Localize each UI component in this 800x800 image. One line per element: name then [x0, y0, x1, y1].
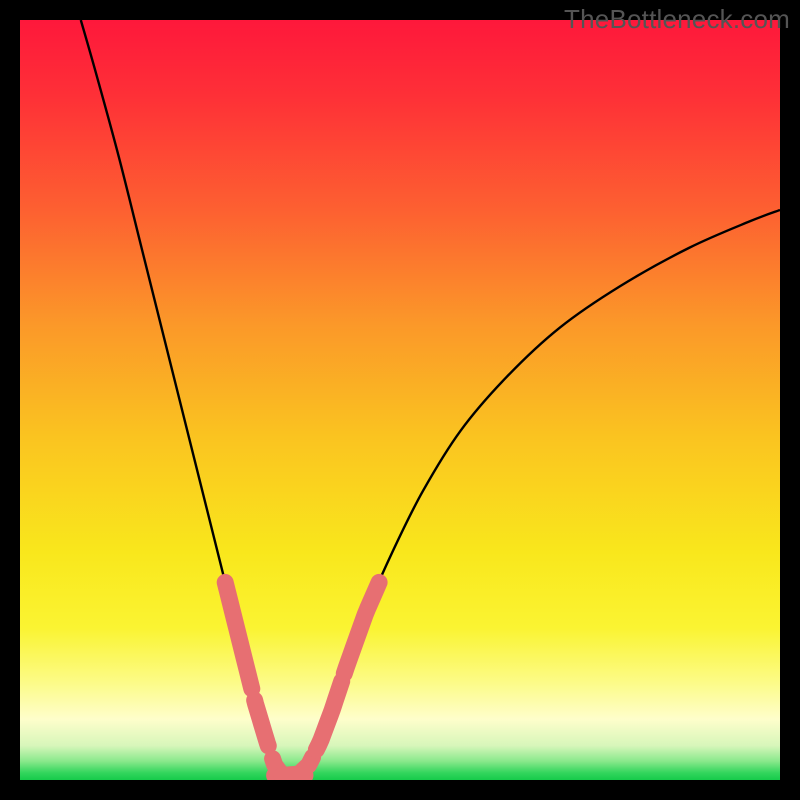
watermark-text: TheBottleneck.com — [564, 4, 790, 35]
chart-frame: TheBottleneck.com — [0, 0, 800, 800]
plot-background — [20, 20, 780, 780]
chart-svg — [0, 0, 800, 800]
